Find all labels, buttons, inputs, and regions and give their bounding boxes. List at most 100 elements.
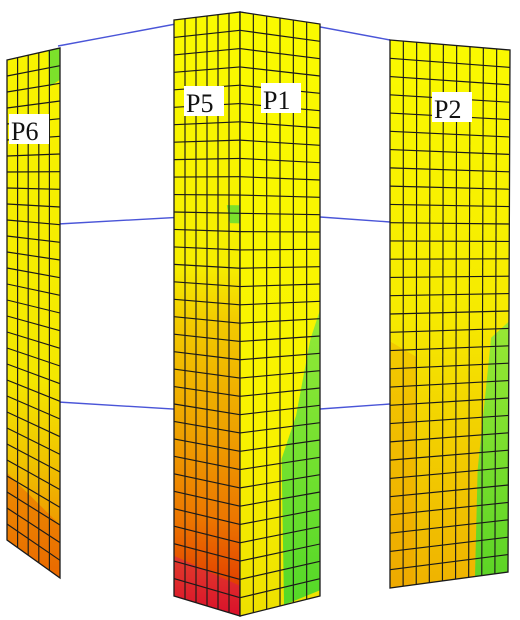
wall-p5-contour-region-2 (226, 205, 240, 224)
wall-p1-mesh-horizontal (239, 404, 321, 416)
wall-p6-mesh-horizontal (6, 153, 61, 157)
wall-p6-mesh-horizontal (6, 395, 61, 420)
wall-p2-mesh-horizontal (389, 449, 509, 461)
wall-p1-mesh-horizontal (239, 439, 321, 452)
wall-p1-mesh-horizontal (239, 578, 321, 599)
wall-p1-mesh (239, 14, 321, 613)
wall-p2-mesh-horizontal (389, 432, 509, 443)
wall-p5-mesh-horizontal (173, 263, 241, 269)
wall-p6-outline (6, 47, 61, 580)
wall-p2-mesh-horizontal (389, 414, 509, 425)
wall-p5-mesh-horizontal (173, 316, 241, 324)
wall-p2-mesh (389, 41, 510, 587)
wall-p5-mesh-horizontal (173, 228, 241, 233)
wall-p6-mesh-horizontal (6, 65, 61, 77)
wall-p1-mesh-horizontal (239, 212, 321, 216)
wall-p6-mesh-horizontal (6, 347, 61, 367)
wall-p2-mesh-horizontal (389, 501, 509, 516)
wall-p1-mesh-horizontal (239, 48, 321, 60)
wall-p1-mesh-horizontal (239, 157, 321, 164)
wall-p5-mesh-horizontal (173, 298, 241, 306)
wall-p1-mesh-horizontal (239, 370, 321, 379)
wall-p1-mesh-horizontal (239, 176, 321, 181)
wall-p5-mesh-horizontal (173, 577, 241, 599)
wall-p1-contour-region-1 (281, 310, 320, 605)
wall-p6-mesh-horizontal (6, 203, 61, 208)
wall-p5-mesh-horizontal (173, 455, 241, 471)
floor-beam-line (319, 216, 391, 223)
label-p6: P6 (11, 117, 38, 146)
wall-p6-mesh-horizontal (6, 459, 61, 491)
wall-p2-mesh-horizontal (389, 130, 510, 138)
label-p2: P2 (434, 95, 461, 124)
wall-p2-mesh-horizontal (389, 484, 509, 498)
wall-p6-mesh-horizontal (6, 379, 61, 402)
wall-p2 (389, 39, 511, 589)
wall-p2-mesh-horizontal (389, 293, 510, 297)
wall-p6-mesh-horizontal (6, 235, 61, 243)
wall-p1-mesh-horizontal (239, 352, 321, 361)
wall-p6-mesh-horizontal (6, 299, 61, 314)
wall-p5-mesh-horizontal (173, 385, 241, 397)
wall-p2-mesh-horizontal (389, 536, 509, 553)
wall-p1-mesh-horizontal (239, 335, 321, 343)
wall-p1-mesh-horizontal (239, 66, 321, 77)
wall-p2-mesh-horizontal (389, 519, 509, 534)
label-p6-background (9, 114, 49, 144)
wall-p2-mesh-horizontal (389, 222, 510, 225)
wall-p1-mesh-horizontal (239, 526, 321, 544)
label-p1: P1 (263, 86, 290, 115)
wall-p6-mesh-horizontal (6, 251, 61, 261)
wall-p2-mesh-horizontal (389, 327, 509, 333)
wall-p5-mesh-horizontal (173, 420, 241, 434)
wall-p6-mesh-horizontal (6, 411, 61, 438)
wall-p1-mesh-horizontal (239, 283, 321, 288)
wall-p2-mesh-horizontal (389, 203, 510, 208)
label-p5-background (184, 86, 224, 116)
floor-beam-line (319, 403, 391, 410)
wall-p5-mesh-horizontal (173, 121, 241, 126)
wall-p5-mesh-horizontal (173, 560, 241, 580)
wall-p1-mesh-horizontal (239, 508, 321, 526)
wall-p1-mesh-horizontal (239, 121, 321, 129)
wall-p2-outline (389, 39, 511, 589)
label-p2-background (432, 92, 472, 122)
wall-p2-mesh-horizontal (389, 167, 510, 173)
wall-p6-mesh-horizontal (6, 283, 61, 296)
wall-p6-mesh-horizontal (6, 187, 61, 190)
wall-p2-mesh-horizontal (389, 554, 509, 571)
wall-p5-mesh-horizontal (173, 29, 241, 39)
wall-p5 (173, 11, 241, 617)
wall-p2-mesh-horizontal (389, 362, 509, 370)
wall-p5-mesh-horizontal (173, 211, 241, 214)
wall-p5-mesh-horizontal (173, 246, 241, 251)
wall-p2-contour-region-1 (475, 321, 509, 577)
wall-p5-mesh-horizontal (173, 508, 241, 526)
wall-p1-mesh-horizontal (239, 139, 321, 146)
wall-p2-mesh-horizontal (389, 345, 509, 352)
wall-p1-mesh-horizontal (239, 543, 321, 562)
wall-p1-mesh-horizontal (239, 194, 321, 198)
wall-p5-mesh-horizontal (173, 333, 241, 343)
wall-p1-mesh-horizontal (239, 248, 321, 251)
wall-p2-mesh-horizontal (389, 397, 509, 406)
wall-p1-mesh-horizontal (239, 456, 321, 471)
label-p5: P5 (186, 89, 213, 118)
wall-p1-mesh-horizontal (239, 491, 321, 507)
wall-p5-mesh-horizontal (173, 473, 241, 489)
wall-p6-mesh-horizontal (6, 427, 61, 455)
wall-p6-mesh-horizontal (6, 475, 61, 508)
wall-p1-mesh-horizontal (239, 318, 321, 324)
wall-p2-mesh-horizontal (389, 75, 510, 86)
wall-p5-mesh-horizontal (173, 351, 241, 361)
wall-p5-mesh-horizontal (173, 157, 241, 161)
wall-p1-mesh-horizontal (239, 29, 321, 42)
wall-p2-mesh-horizontal (389, 310, 510, 315)
wall-p5-mesh-horizontal (173, 525, 241, 544)
wall-p1-outline (239, 11, 321, 617)
wall-p5-mesh-horizontal (173, 438, 241, 452)
wall-p2-mesh-horizontal (389, 380, 509, 388)
wall-p6-mesh-horizontal (6, 443, 61, 473)
wall-p6-contour-region-1 (48, 48, 60, 87)
